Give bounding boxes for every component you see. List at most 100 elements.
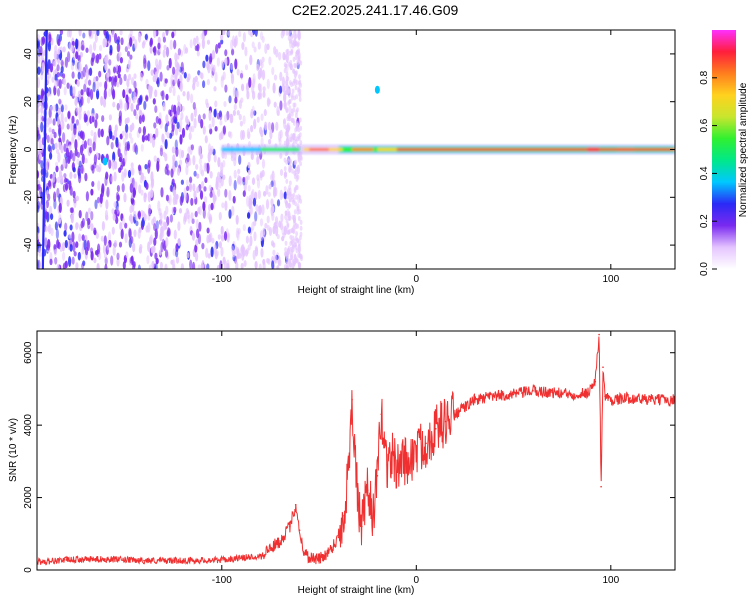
spectrogram-noise-cell <box>296 237 299 243</box>
spectrogram-y-tick-label: -20 <box>23 190 34 205</box>
spectrogram-noise-cell <box>251 177 256 186</box>
spectrogram-noise-cell <box>44 237 48 248</box>
spectrogram-noise-cell <box>242 224 246 232</box>
spectrogram-noise-cell <box>152 75 156 83</box>
spectrogram-noise-cell <box>293 132 296 138</box>
spectrogram-noise-cell <box>37 170 40 179</box>
spectrogram-noise-cell <box>203 186 207 192</box>
spectrogram-noise-cell <box>48 117 53 125</box>
snr-data-point <box>104 558 106 560</box>
spectrogram-noise-cell <box>164 123 168 133</box>
spectrogram-noise-cell <box>124 46 128 53</box>
spectrogram-noise-cell <box>291 235 295 241</box>
spectrogram-noise-cell <box>53 85 57 96</box>
spectrogram-noise-cell <box>119 30 123 36</box>
spectrogram-noise-cell <box>129 54 133 60</box>
spectrogram-noise-cell <box>207 211 211 220</box>
spectrogram-noise-cell <box>66 82 70 89</box>
spectrogram-noise-cell <box>60 65 64 74</box>
spectrogram-noise-cell <box>83 83 87 93</box>
spectrogram-stray-point <box>102 157 108 166</box>
spectrogram-noise-cell <box>298 88 302 94</box>
spectrogram-noise-cell <box>57 176 61 184</box>
spectrogram-noise-cell <box>40 121 44 133</box>
spectrogram-noise-cell <box>202 60 206 69</box>
spectrogram-noise-cell <box>195 239 199 246</box>
spectrogram-noise-cell <box>220 76 224 88</box>
spectrogram-noise-cell <box>217 171 221 180</box>
spectrogram-noise-cell <box>198 205 202 216</box>
spectrogram-noise-cell <box>77 251 81 261</box>
spectrogram-noise-cell <box>199 164 203 175</box>
spectrogram-noise-cell <box>253 220 257 227</box>
spectrogram-noise-cell <box>161 90 165 101</box>
spectrogram-noise-cell <box>49 173 53 180</box>
spectrogram-noise-cell <box>168 57 172 69</box>
spectrogram-noise-cell <box>78 209 82 219</box>
spectrogram-noise-cell <box>100 186 105 198</box>
spectrogram-noise-cell <box>149 86 153 92</box>
spectrogram-noise-cell <box>176 105 181 116</box>
spectrogram-noise-cell <box>73 173 77 179</box>
spectrogram-noise-cell <box>256 155 260 165</box>
spectrogram-noise-cell <box>228 95 232 104</box>
spectrogram-noise-cell <box>145 95 149 102</box>
spectrogram-noise-cell <box>63 172 67 179</box>
spectrogram-noise-cell <box>164 78 168 84</box>
spectrogram-noise-cell <box>93 112 97 118</box>
spectrogram-noise-cell <box>272 187 277 198</box>
spectrogram-noise-cell <box>213 154 217 163</box>
spectrogram-noise-cell <box>92 52 96 60</box>
carrier-segment <box>260 148 300 151</box>
spectrogram-noise-cell <box>137 264 141 269</box>
spectrogram-noise-cell <box>163 44 167 51</box>
spectrogram-noise-cell <box>88 138 93 147</box>
spectrogram-noise-cell <box>153 30 157 39</box>
snr-data-point <box>411 456 414 459</box>
spectrogram-noise-cell <box>292 225 296 235</box>
spectrogram-noise-cell <box>132 187 136 199</box>
spectrogram-noise-cell <box>37 77 40 89</box>
spectrogram-noise-cell <box>252 249 256 261</box>
spectrogram-noise-cell <box>80 96 84 106</box>
spectrogram-noise-cell <box>106 135 110 146</box>
spectrogram-noise-cell <box>127 59 131 70</box>
snr-data-point <box>182 559 184 562</box>
spectrogram-noise-cell <box>84 78 88 85</box>
spectrogram-noise-cell <box>283 166 287 172</box>
spectrogram-noise-cell <box>62 46 66 53</box>
spectrogram-noise-cell <box>249 235 253 247</box>
spectrogram-noise-cell <box>281 83 286 93</box>
snr-data-point <box>143 559 145 562</box>
snr-data-point <box>259 554 262 557</box>
spectrogram-vertical-streak <box>41 30 48 269</box>
spectrogram-noise-cell <box>129 205 133 214</box>
spectrogram-noise-cell <box>120 213 124 222</box>
spectrogram-noise-cell <box>69 171 73 180</box>
spectrogram-noise-cell <box>77 71 81 80</box>
spectrogram-noise-cell <box>108 76 112 82</box>
spectrogram-noise-cell <box>192 155 196 166</box>
spectrogram-noise-cell <box>153 122 157 129</box>
spectrogram-noise-cell <box>117 42 121 52</box>
spectrogram-noise-cell <box>217 157 221 168</box>
spectrogram-noise-cell <box>198 157 202 165</box>
spectrogram-noise-cell <box>187 214 191 224</box>
spectrogram-noise-cell <box>288 50 291 56</box>
spectrogram-noise-cell <box>80 164 84 174</box>
spectrogram-noise-cell <box>94 119 98 129</box>
spectrogram-noise-cell <box>128 132 132 139</box>
spectrogram-noise-cell <box>245 235 249 244</box>
spectrogram-noise-cell <box>69 207 73 214</box>
spectrogram-noise-cell <box>183 215 187 225</box>
spectrogram-noise-cell <box>180 263 184 269</box>
spectrogram-noise-cell <box>147 191 151 203</box>
spectrogram-noise-cell <box>237 227 241 235</box>
spectrogram-noise-cell <box>49 152 53 160</box>
spectrogram-noise-cell <box>63 230 67 237</box>
spectrogram-noise-cell <box>79 51 83 58</box>
spectrogram-noise-cell <box>278 137 282 146</box>
spectrogram-noise-cell <box>194 75 198 83</box>
spectrogram-noise-cell <box>90 223 94 232</box>
spectrogram-noise-cell <box>108 59 112 66</box>
